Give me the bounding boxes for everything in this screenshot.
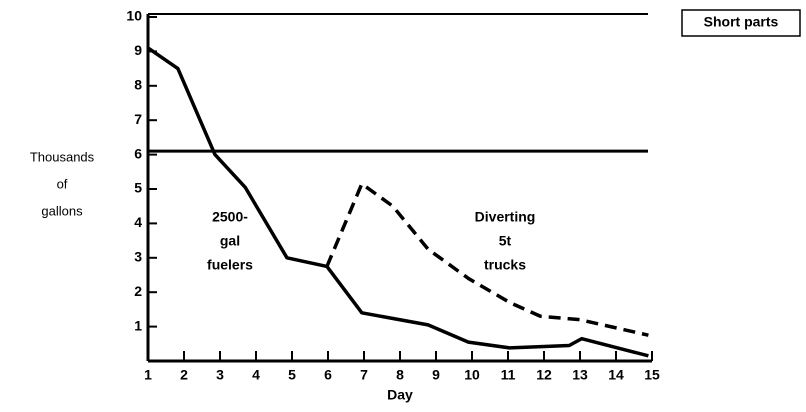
y-tick-label: 6 [134, 145, 142, 161]
x-tick-label: 10 [464, 367, 480, 383]
x-tick-label: 3 [216, 367, 224, 383]
x-tick-label: 9 [432, 367, 440, 383]
annotation: gal [220, 233, 240, 249]
x-tick-label: 15 [644, 367, 660, 383]
annotation: 5t [499, 233, 512, 249]
y-tick-label: 10 [126, 8, 142, 24]
y-tick-label: 7 [134, 111, 142, 127]
x-tick-label: 5 [288, 367, 296, 383]
x-tick-label: 1 [144, 367, 152, 383]
y-tick-label: 4 [134, 214, 142, 230]
x-tick-label: 6 [324, 367, 332, 383]
annotation: Diverting [475, 209, 536, 225]
y-tick-label: 1 [134, 317, 142, 333]
annotation: 2500- [212, 209, 248, 225]
y-tick-label: 5 [134, 180, 142, 196]
line [325, 182, 649, 337]
y-tick-label: 8 [134, 77, 142, 93]
line [147, 46, 649, 358]
y-axis-label: gallons [41, 203, 83, 218]
y-axis-label: Thousands [30, 149, 95, 164]
box-label: Short parts [704, 14, 779, 30]
x-tick-label: 7 [360, 367, 368, 383]
x-tick-label: 14 [608, 367, 624, 383]
x-tick-label: 8 [396, 367, 404, 383]
x-tick-label: 2 [180, 367, 188, 383]
x-tick-label: 12 [536, 367, 552, 383]
y-axis-label: of [57, 176, 68, 191]
y-tick-label: 3 [134, 249, 142, 265]
x-tick-label: 11 [501, 367, 516, 383]
y-tick-label: 2 [134, 283, 142, 299]
box [681, 9, 801, 37]
x-axis-label: Day [387, 387, 413, 403]
annotation: trucks [484, 257, 526, 273]
x-tick-label: 13 [572, 367, 588, 383]
annotation: fuelers [207, 257, 253, 273]
y-tick-label: 9 [134, 42, 142, 58]
x-tick-label: 4 [252, 367, 260, 383]
